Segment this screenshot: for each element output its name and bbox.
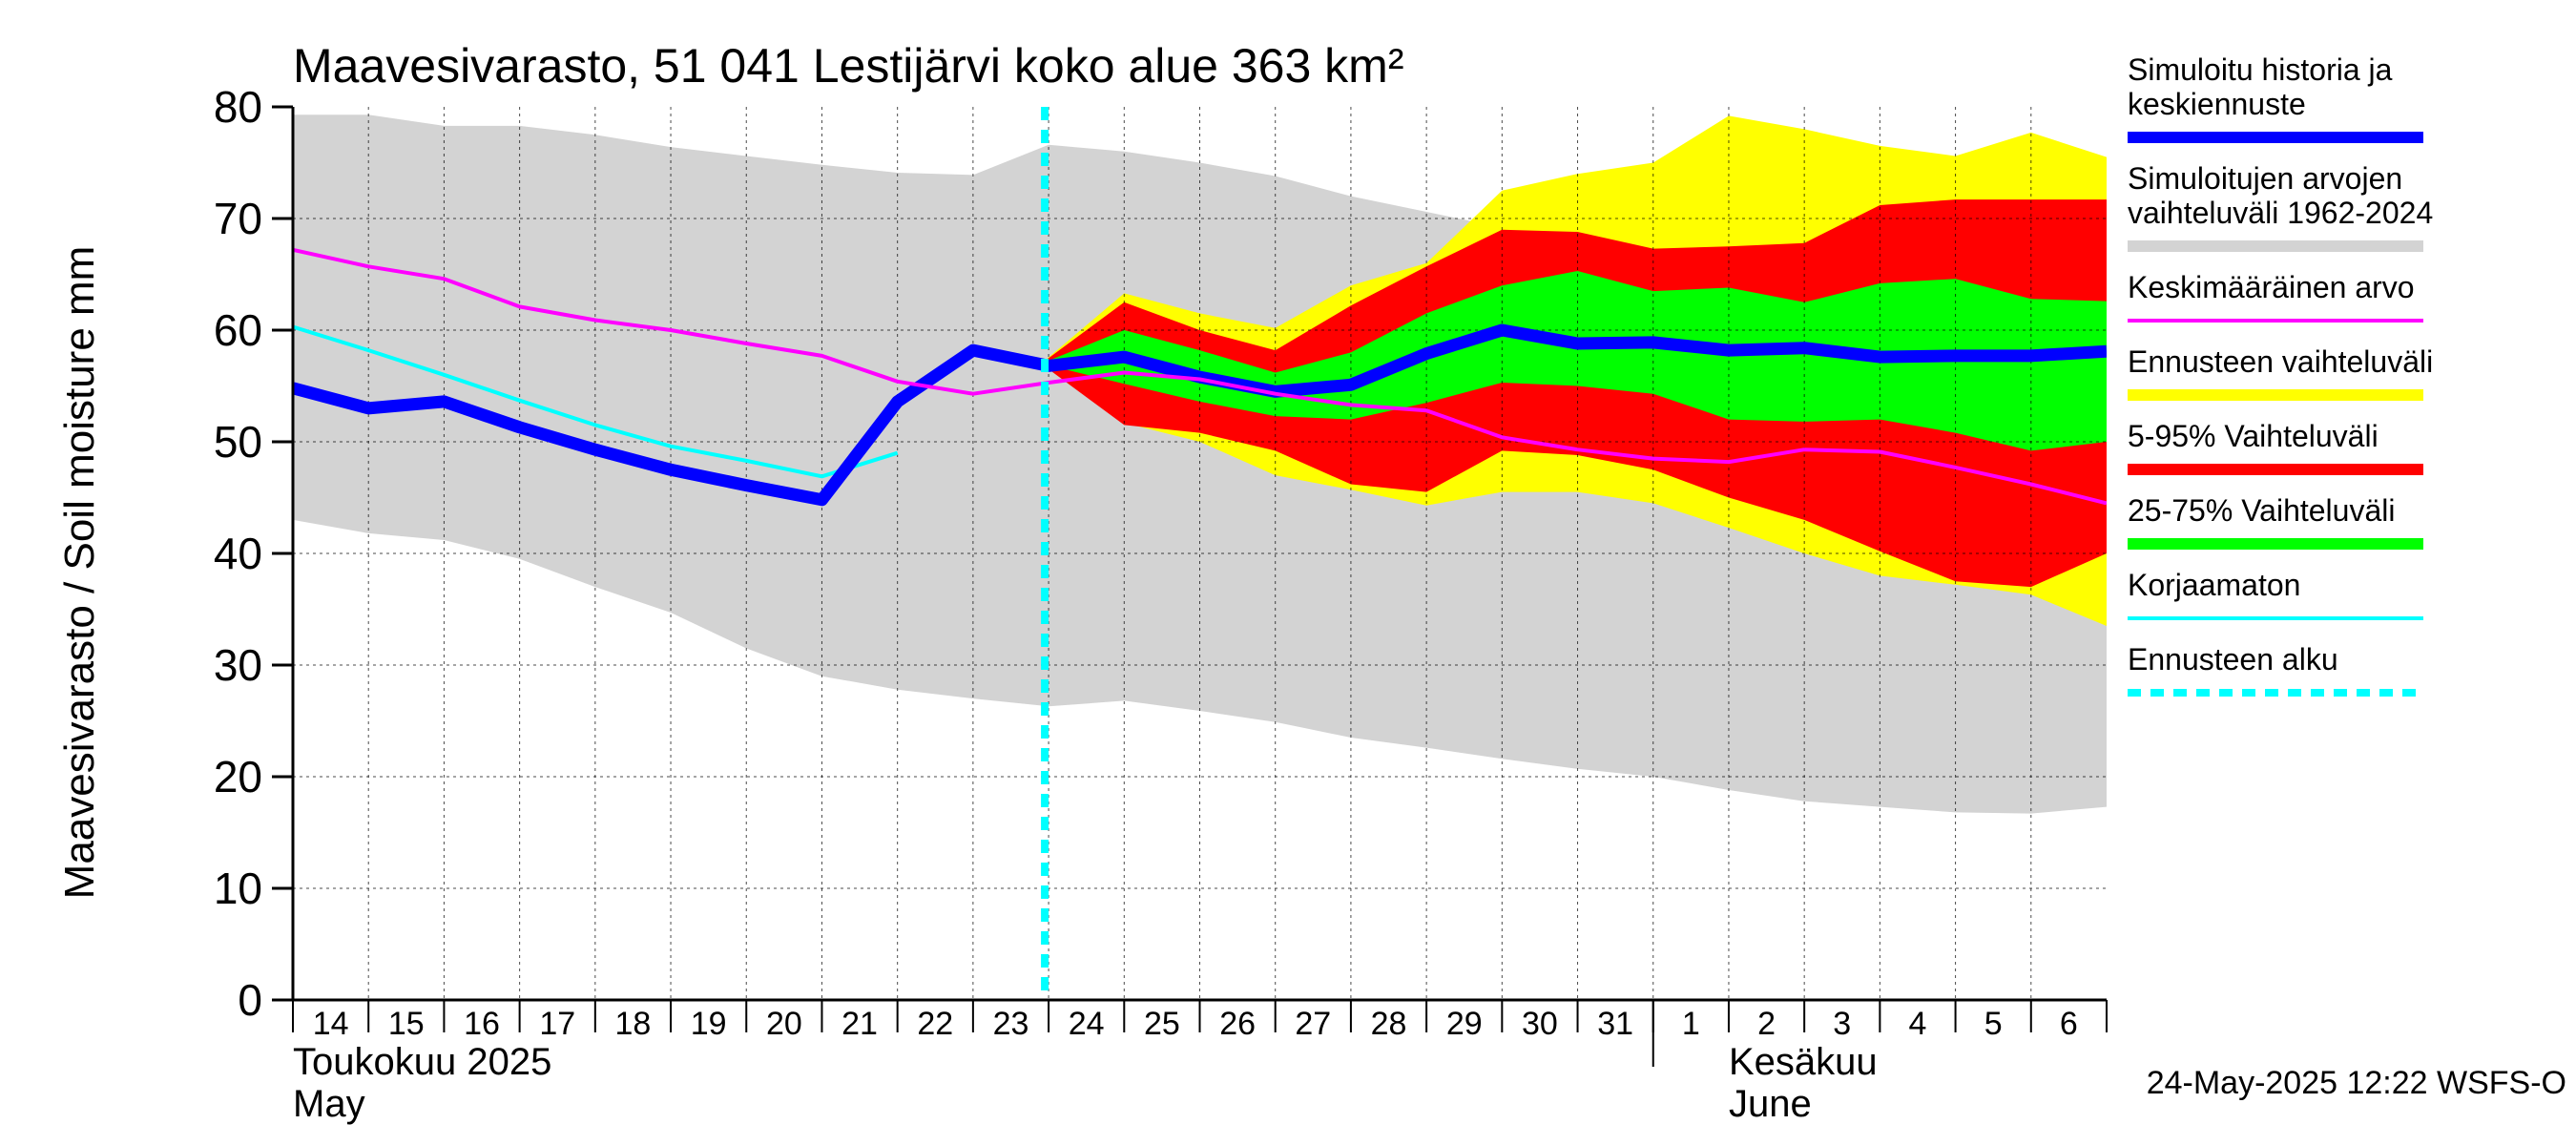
- x-tick-label: 20: [766, 1006, 802, 1042]
- x-tick-label: 29: [1446, 1006, 1483, 1042]
- month-label-en: May: [293, 1083, 365, 1125]
- legend-item: Ennusteen vaihteluväli: [2128, 344, 2433, 401]
- legend-label: Ennusteen alku: [2128, 642, 2338, 677]
- month-label-fi: Kesäkuu: [1729, 1041, 1878, 1083]
- legend-item: Keskimääräinen arvo: [2128, 270, 2423, 323]
- legend-label: 25-75% Vaihteluväli: [2128, 493, 2395, 528]
- x-tick-label: 14: [313, 1006, 349, 1042]
- x-tick-label: 3: [1833, 1006, 1851, 1042]
- x-tick-label: 25: [1144, 1006, 1180, 1042]
- series-line-mean: [293, 247, 2107, 506]
- legend-item: 5-95% Vaihteluväli: [2128, 419, 2423, 475]
- x-tick-label: 22: [917, 1006, 953, 1042]
- x-tick-label: 5: [1984, 1006, 2003, 1042]
- y-axis-label: Maavesivarasto / Soil moisture mm: [56, 246, 103, 900]
- y-tick-label: 50: [214, 417, 262, 467]
- chart-title: Maavesivarasto, 51 041 Lestijärvi koko a…: [293, 39, 1403, 93]
- x-tick-label: 2: [1757, 1006, 1776, 1042]
- x-tick-label: 15: [388, 1006, 425, 1042]
- legend-label: keskiennuste: [2128, 87, 2306, 121]
- p25-75-band: [1041, 271, 2107, 451]
- y-tick-label: 20: [214, 752, 262, 802]
- x-tick-label: 1: [1682, 1006, 1700, 1042]
- x-tick-label: 27: [1295, 1006, 1331, 1042]
- x-tick-label: 28: [1371, 1006, 1407, 1042]
- y-tick-label: 10: [214, 864, 262, 913]
- y-tick-label: 40: [214, 529, 262, 578]
- legend-label: Keskimääräinen arvo: [2128, 270, 2415, 304]
- x-tick-label: 6: [2060, 1006, 2078, 1042]
- series-line-simulated: [293, 323, 2107, 507]
- x-tick-label: 4: [1909, 1006, 1927, 1042]
- x-tick-label: 31: [1597, 1006, 1633, 1042]
- x-tick-label: 21: [841, 1006, 878, 1042]
- legend-item: Ennusteen alku: [2128, 642, 2423, 697]
- legend-item: Korjaamaton: [2128, 568, 2423, 620]
- x-tick-label: 24: [1069, 1006, 1105, 1042]
- x-tick-label: 19: [691, 1006, 727, 1042]
- month-label-en: June: [1729, 1083, 1812, 1125]
- y-tick-label: 60: [214, 305, 262, 355]
- legend-label: Simuloitu historia ja: [2128, 52, 2393, 87]
- legend-item: 25-75% Vaihteluväli: [2128, 493, 2423, 550]
- legend-label: Simuloitujen arvojen: [2128, 161, 2402, 196]
- legend-label: vaihteluväli 1962-2024: [2128, 196, 2433, 230]
- x-tick-label: 16: [464, 1006, 500, 1042]
- x-tick-label: 26: [1219, 1006, 1256, 1042]
- y-tick-label: 70: [214, 194, 262, 243]
- month-label-fi: Toukokuu 2025: [293, 1041, 551, 1083]
- y-tick-label: 30: [214, 640, 262, 690]
- series-line-uncorrected: [293, 324, 899, 479]
- x-tick-label: 23: [993, 1006, 1029, 1042]
- x-tick-label: 18: [615, 1006, 652, 1042]
- footer-timestamp: 24-May-2025 12:22 WSFS-O: [2147, 1065, 2566, 1101]
- x-tick-label: 17: [539, 1006, 575, 1042]
- x-tick-label: 30: [1522, 1006, 1558, 1042]
- y-tick-label: 80: [214, 82, 262, 132]
- legend-label: Ennusteen vaihteluväli: [2128, 344, 2433, 379]
- y-tick-label: 0: [238, 975, 262, 1025]
- legend-label: Korjaamaton: [2128, 568, 2300, 602]
- legend-label: 5-95% Vaihteluväli: [2128, 419, 2379, 453]
